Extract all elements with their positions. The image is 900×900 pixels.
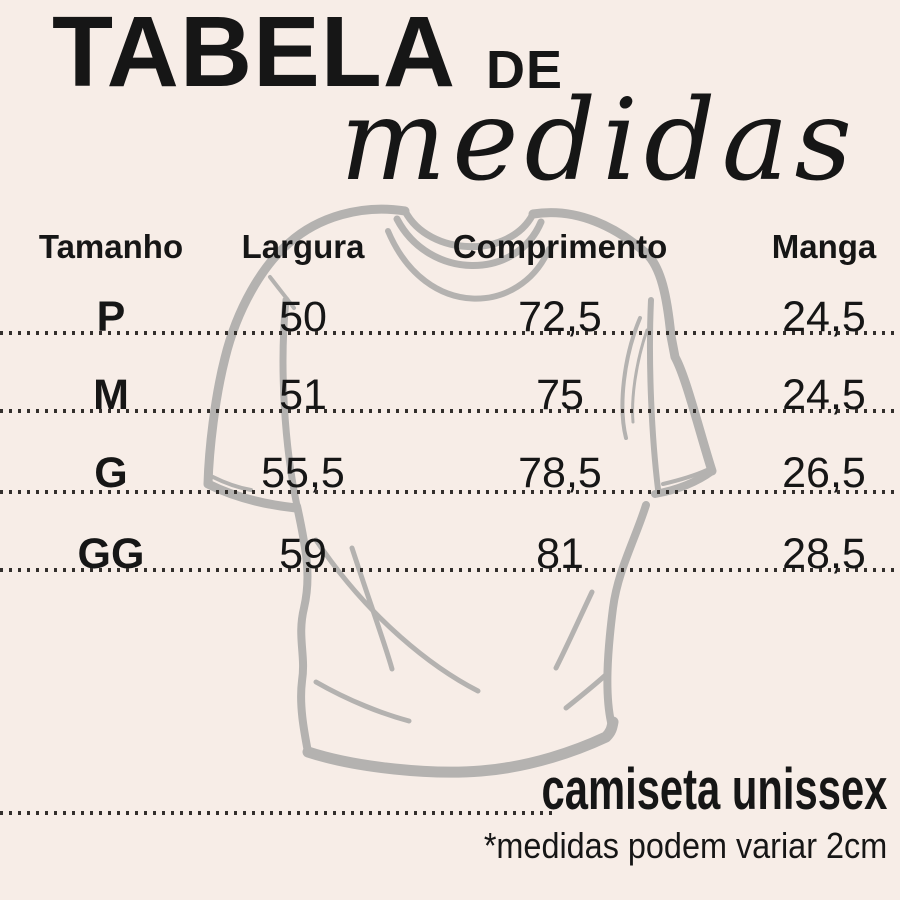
- product-name-label: camiseta unissex: [541, 757, 887, 822]
- table-row: P 50 72,5 24,5: [0, 289, 900, 345]
- largura-cell: 50: [279, 293, 327, 341]
- size-cell: M: [93, 371, 129, 419]
- tshirt-right-sleeve-path: [528, 208, 717, 476]
- table-row: G 55,5 78,5 26,5: [0, 445, 900, 501]
- size-cell: P: [96, 293, 126, 341]
- tshirt-body-fold3-path: [313, 679, 412, 724]
- row-divider-dotted-line: [0, 409, 900, 413]
- column-header-manga: Manga: [771, 228, 877, 265]
- tshirt-left-armhole-path: [279, 296, 301, 510]
- largura-cell: 59: [279, 530, 327, 578]
- comprimento-cell: 78,5: [518, 449, 602, 497]
- largura-cell: 51: [279, 371, 327, 419]
- table-header-row: Tamanho Largura Comprimento Manga: [0, 227, 900, 267]
- tshirt-body-fold4-path: [553, 589, 595, 671]
- tshirt-left-cuff-fold-path: [211, 475, 253, 492]
- size-cell: G: [94, 449, 128, 497]
- tshirt-right-armhole-path: [646, 297, 661, 492]
- column-header-comprimento: Comprimento: [452, 228, 668, 265]
- tshirt-collar-outer-path: [401, 207, 537, 251]
- tshirt-outline-paths: [203, 204, 717, 778]
- table-row: GG 59 81 28,5: [0, 526, 900, 582]
- row-divider-dotted-line: [0, 568, 900, 572]
- manga-cell: 28,5: [782, 530, 866, 578]
- manga-cell: 24,5: [782, 371, 866, 419]
- row-divider-dotted-line: [0, 331, 900, 335]
- row-divider-dotted-line: [0, 490, 900, 494]
- tshirt-left-shoulder-fold-path: [268, 275, 296, 310]
- tshirt-collar-inner-path: [393, 215, 545, 269]
- measurement-disclaimer-note: *medidas podem variar 2cm: [483, 825, 887, 866]
- tshirt-right-body-edge-path: [603, 501, 650, 726]
- column-header-largura: Largura: [241, 228, 365, 265]
- largura-cell: 55,5: [261, 449, 345, 497]
- tshirt-right-sleeve-fold2-path: [631, 328, 649, 424]
- tshirt-body-fold5-path: [563, 669, 612, 711]
- manga-cell: 26,5: [782, 449, 866, 497]
- footer: camiseta unissex *medidas podem variar 2…: [267, 760, 887, 866]
- comprimento-cell: 72,5: [518, 293, 602, 341]
- tshirt-right-cuff-fold-path: [661, 468, 709, 486]
- tshirt-hem-path: [302, 716, 619, 778]
- page-title-connector: DE: [486, 40, 564, 100]
- page-title-script: medidas: [340, 76, 858, 206]
- column-header-tamanho: Tamanho: [38, 228, 184, 265]
- footer-dotted-line: [0, 811, 557, 815]
- comprimento-cell: 75: [536, 371, 584, 419]
- manga-cell: 24,5: [782, 293, 866, 341]
- tshirt-left-body-edge-path: [293, 502, 312, 756]
- page-title: TABELA: [52, 0, 457, 108]
- comprimento-cell: 81: [536, 530, 584, 578]
- table-row: M 51 75 24,5: [0, 367, 900, 423]
- tshirt-collar-drape-path: [385, 228, 552, 302]
- tshirt-body-fold2-path: [349, 545, 395, 672]
- size-cell: GG: [77, 530, 145, 578]
